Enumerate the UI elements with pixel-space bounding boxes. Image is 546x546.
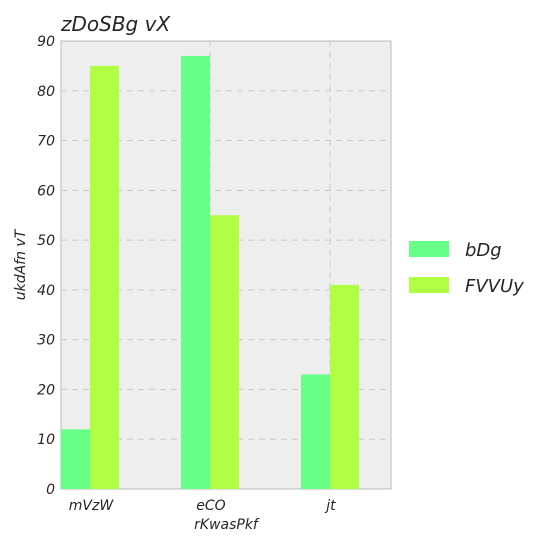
y-tick-label: 20 [37, 382, 55, 398]
y-tick-label: 70 [37, 134, 55, 150]
x-tick-label: eCO [196, 498, 225, 514]
x-tick-label: jt [324, 498, 336, 514]
bar-FVVUy-mVzW [90, 65, 119, 489]
legend-swatch [409, 277, 449, 293]
x-tick-label: mVzW [69, 498, 115, 514]
bar-FVVUy-eCO [210, 215, 239, 489]
legend-label: FVVUy [465, 276, 524, 297]
y-axis-label: ukdAfn vT [13, 228, 29, 300]
y-tick-label: 30 [37, 333, 55, 349]
legend-swatch [409, 241, 449, 257]
bar-bDg-eCO [181, 55, 210, 489]
legend: bDg FVVUy [409, 240, 524, 297]
y-tick-label: 40 [37, 283, 55, 299]
y-tick-label: 80 [37, 84, 55, 100]
x-ticks: mVzW eCO jt [69, 498, 336, 514]
x-axis-label: rKwasPkf [194, 517, 260, 533]
bar-bDg-jt [301, 374, 330, 489]
bar-bDg-mVzW [61, 429, 90, 489]
y-tick-label: 60 [37, 183, 55, 199]
y-ticks: 0 10 20 30 40 50 60 70 80 90 [37, 34, 55, 498]
y-tick-label: 50 [37, 233, 55, 249]
y-tick-label: 10 [37, 432, 55, 448]
bars [61, 55, 359, 489]
bar-FVVUy-jt [330, 284, 359, 489]
y-tick-label: 0 [46, 482, 55, 498]
y-tick-label: 90 [37, 34, 55, 50]
legend-label: bDg [465, 240, 502, 261]
chart-title: zDoSBg vX [60, 12, 171, 36]
